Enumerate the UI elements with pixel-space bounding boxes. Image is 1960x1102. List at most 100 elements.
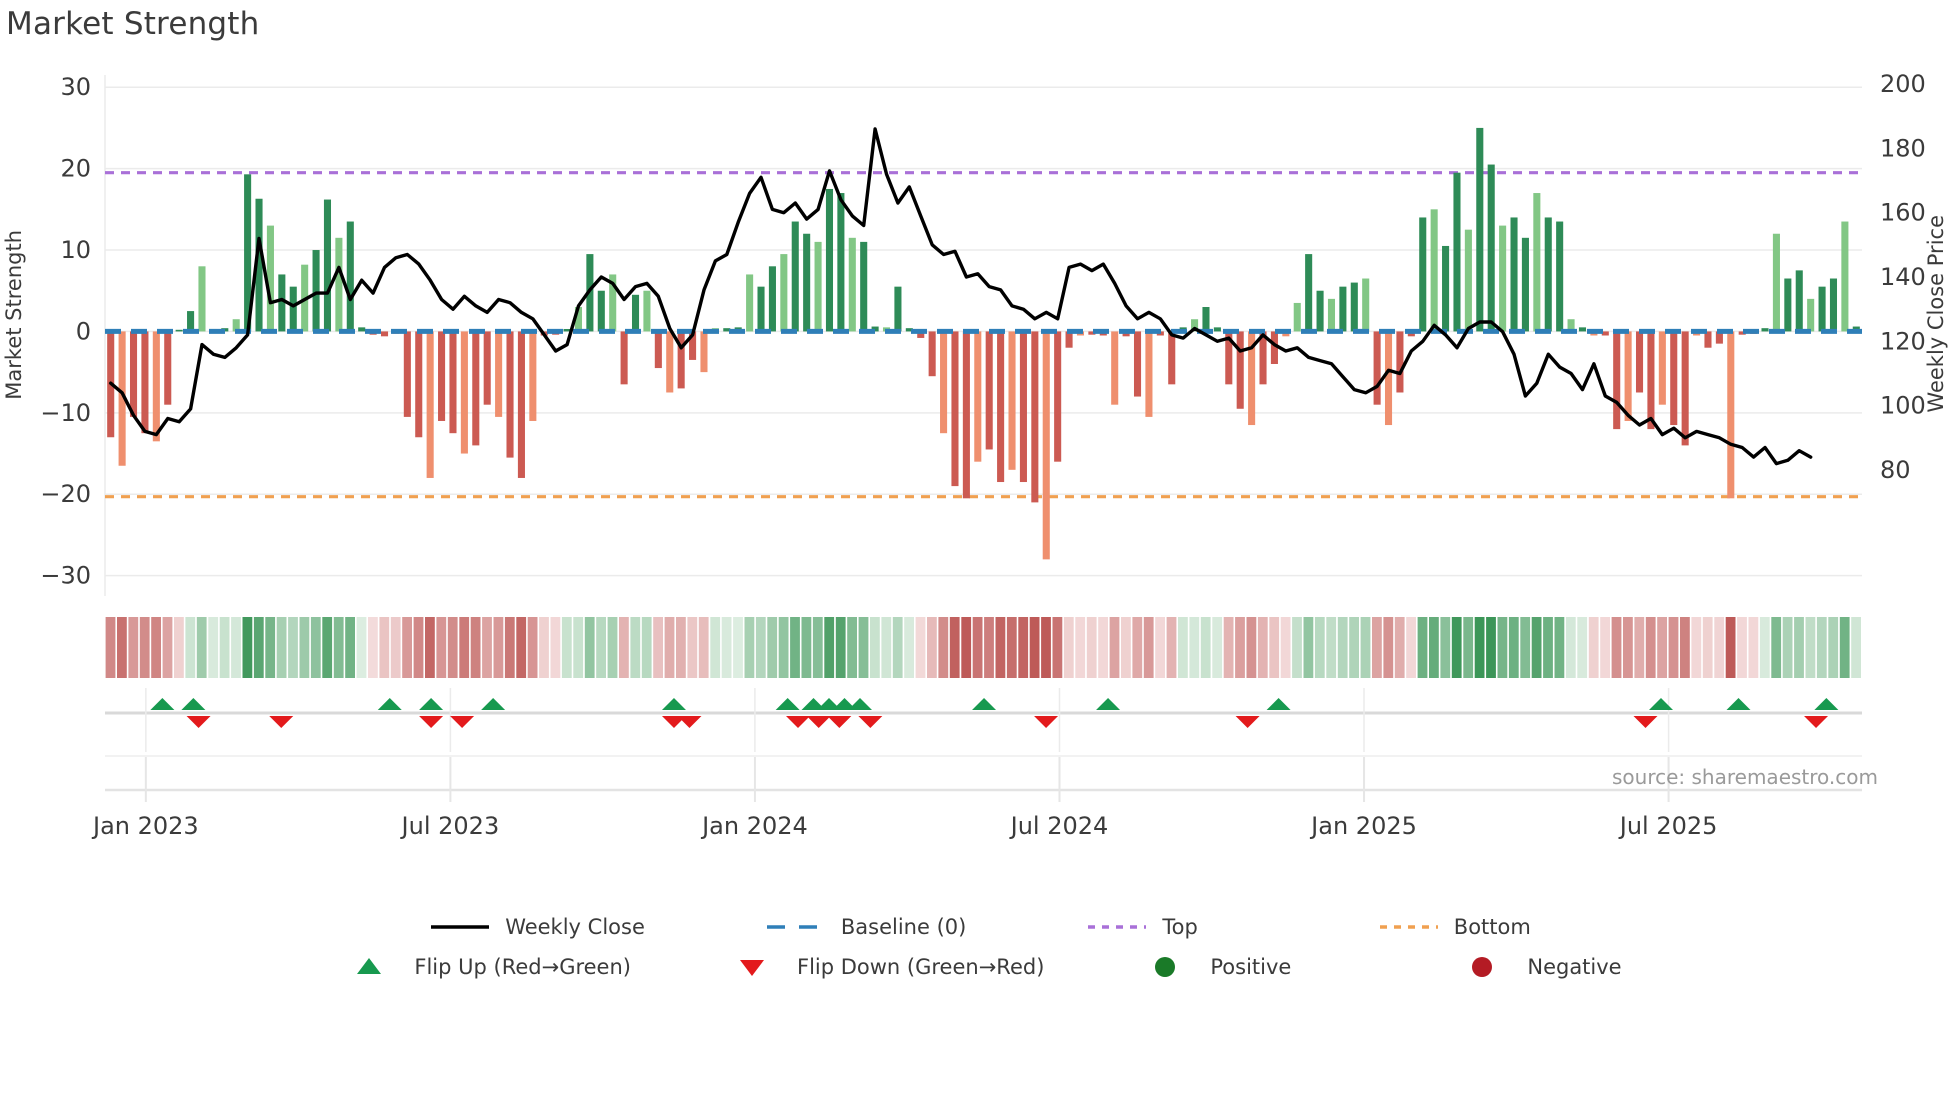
heatmap-cell bbox=[1269, 617, 1280, 678]
strength-bar bbox=[837, 193, 845, 332]
heatmap-cell bbox=[881, 617, 892, 678]
y-tick-left: −30 bbox=[40, 562, 91, 590]
legend-item-baseline[interactable]: Baseline (0) bbox=[765, 915, 966, 939]
flip-down-marker bbox=[827, 716, 852, 728]
heatmap-cell bbox=[1041, 617, 1051, 678]
heatmap-cell bbox=[105, 617, 116, 678]
legend-item-flip-down[interactable]: Flip Down (Green→Red) bbox=[721, 955, 1044, 979]
heatmap-cell bbox=[1816, 617, 1827, 678]
heatmap-cell bbox=[1657, 617, 1667, 678]
strength-bar bbox=[312, 250, 320, 332]
heatmap-cell bbox=[436, 617, 447, 678]
strength-bar bbox=[814, 241, 822, 332]
flip-down-marker bbox=[186, 716, 211, 728]
strength-bar bbox=[1556, 221, 1564, 332]
heatmap-cell bbox=[151, 617, 161, 678]
strength-bar bbox=[472, 331, 480, 446]
heatmap-cell bbox=[1486, 617, 1496, 678]
strength-bar bbox=[1841, 221, 1849, 332]
heatmap-cell bbox=[1143, 617, 1154, 678]
heatmap-cell bbox=[402, 617, 412, 678]
strength-bar bbox=[1658, 331, 1666, 405]
strength-bar bbox=[1111, 331, 1119, 405]
strength-bar bbox=[780, 254, 788, 332]
heatmap-cell bbox=[1166, 617, 1177, 678]
flip-down-marker bbox=[1633, 716, 1658, 728]
legend-item-bottom[interactable]: Bottom bbox=[1378, 915, 1531, 939]
strength-bar bbox=[403, 331, 411, 417]
flip-down-marker bbox=[450, 716, 475, 728]
strength-bar bbox=[1316, 290, 1324, 332]
strength-bar bbox=[631, 294, 640, 332]
y-tick-left: −20 bbox=[40, 480, 91, 508]
line-dotted-icon bbox=[1379, 925, 1438, 929]
strength-bar bbox=[620, 331, 628, 385]
legend-label: Negative bbox=[1527, 955, 1622, 979]
triangle-up-icon bbox=[357, 958, 382, 974]
flip-down-marker bbox=[269, 716, 294, 728]
strength-bar bbox=[1008, 331, 1016, 470]
heatmap-cell bbox=[1554, 617, 1565, 678]
strength-bar bbox=[1704, 331, 1712, 348]
legend-row-primary: Weekly Close Baseline (0) Top Bottom bbox=[0, 915, 1960, 939]
heatmap-cell bbox=[1383, 617, 1394, 678]
heatmap-cell bbox=[162, 617, 173, 678]
heatmap-cell bbox=[961, 617, 972, 678]
heatmap-cell bbox=[1748, 617, 1759, 678]
legend-item-top[interactable]: Top bbox=[1086, 915, 1198, 939]
heatmap-cell bbox=[755, 617, 766, 678]
triangle-down-icon bbox=[739, 960, 764, 976]
y-tick-right: 80 bbox=[1880, 456, 1911, 484]
heatmap-cell bbox=[1702, 617, 1713, 678]
y-tick-right: 160 bbox=[1880, 199, 1926, 227]
heatmap-cell bbox=[1851, 617, 1861, 678]
strength-bar bbox=[1350, 282, 1358, 332]
x-tick-label: Jul 2024 bbox=[1009, 812, 1109, 840]
x-tick-label: Jan 2024 bbox=[700, 812, 808, 840]
strength-bar bbox=[232, 319, 240, 332]
legend-row-markers: Flip Up (Red→Green) Flip Down (Green→Red)… bbox=[0, 955, 1960, 979]
strength-bar bbox=[825, 188, 834, 332]
strength-bar bbox=[449, 331, 457, 434]
heatmap-cell bbox=[847, 617, 857, 678]
strength-bar bbox=[255, 198, 263, 332]
heatmap-cell bbox=[641, 617, 652, 678]
legend-item-weekly-close[interactable]: Weekly Close bbox=[429, 915, 645, 939]
legend-item-flip-up[interactable]: Flip Up (Red→Green) bbox=[338, 955, 631, 979]
strength-bar bbox=[1088, 331, 1096, 335]
source-note: source: sharemaestro.com bbox=[1612, 765, 1878, 789]
heatmap-cell bbox=[938, 617, 949, 678]
legend-item-negative[interactable]: Negative bbox=[1451, 955, 1622, 979]
strength-bar bbox=[1772, 233, 1780, 332]
y-tick-left: 10 bbox=[60, 236, 91, 264]
heatmap-cell bbox=[1543, 617, 1553, 678]
legend-label: Weekly Close bbox=[505, 915, 645, 939]
heatmap-cell bbox=[1451, 617, 1462, 678]
x-tick-label: Jan 2025 bbox=[1309, 812, 1417, 840]
heatmap-cell bbox=[1178, 617, 1188, 678]
strength-bar bbox=[1829, 278, 1838, 332]
strength-bar bbox=[848, 237, 856, 332]
heatmap-cell bbox=[504, 617, 515, 678]
heatmap-cell bbox=[1440, 617, 1451, 678]
strength-bar bbox=[689, 331, 697, 360]
heatmap-cell bbox=[1577, 617, 1588, 678]
heatmap-cell bbox=[493, 617, 504, 678]
heatmap-cell bbox=[1588, 617, 1599, 678]
heatmap-cell bbox=[1349, 617, 1359, 678]
flip-down-marker bbox=[858, 716, 883, 728]
strength-bar bbox=[1248, 331, 1256, 426]
strength-bar bbox=[1373, 331, 1381, 405]
strength-bar bbox=[791, 221, 799, 332]
flip-down-marker bbox=[1235, 716, 1260, 728]
legend-item-positive[interactable]: Positive bbox=[1134, 955, 1291, 979]
strength-bar bbox=[1191, 319, 1199, 332]
strength-bar bbox=[1396, 331, 1404, 393]
heatmap-cell bbox=[356, 617, 367, 678]
heatmap-cell bbox=[1326, 617, 1337, 678]
strength-bar bbox=[346, 221, 354, 332]
heatmap-cell bbox=[231, 617, 241, 678]
strength-bar bbox=[1259, 331, 1267, 385]
heatmap-cell bbox=[1508, 617, 1519, 678]
strength-bar bbox=[1213, 327, 1221, 332]
